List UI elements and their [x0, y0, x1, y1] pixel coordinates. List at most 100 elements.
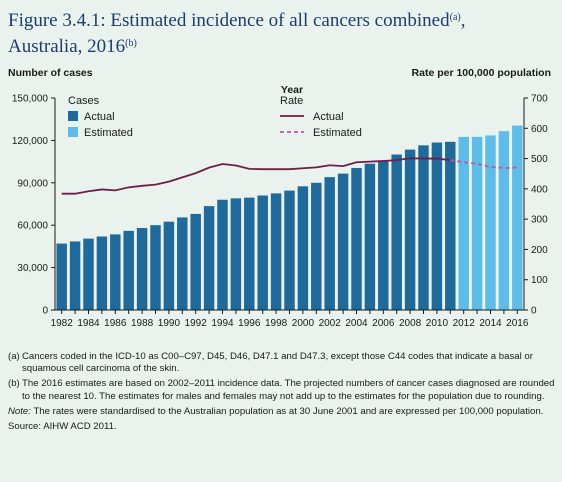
note-text: The rates were standardised to the Austr… — [33, 405, 544, 417]
bar-1983 — [69, 241, 81, 310]
y-right-tick-label: 300 — [531, 215, 548, 226]
x-tick-label: 1986 — [104, 318, 127, 329]
bar-2010 — [431, 142, 443, 310]
footnote-b-label: (b) — [8, 378, 20, 390]
y-left-tick-label: 0 — [42, 306, 48, 317]
y-right-axis-title: Rate per 100,000 population — [412, 67, 551, 79]
axes: 0 30,000 60,000 90,000 120,000 150,000 0 100 200… — [12, 94, 548, 330]
axis-labels: Number of cases Rate per 100,000 populati… — [8, 67, 551, 96]
bar-2005 — [364, 163, 376, 310]
legend-cases-title: Cases — [68, 95, 100, 107]
footnotes: (a) Cancers coded in the ICD-10 as C00–C… — [8, 351, 556, 436]
x-tick-label: 2016 — [506, 318, 529, 329]
bar-2015 — [498, 131, 510, 310]
footnote-a-label: (a) — [8, 351, 20, 362]
y-right-tick-label: 200 — [531, 245, 548, 256]
bar-2009 — [418, 145, 429, 310]
bar-2011 — [445, 141, 456, 310]
bar-2014 — [485, 135, 496, 310]
figure-title-line2: Australia, 2016 — [8, 36, 126, 57]
rate-line-estimated — [450, 159, 518, 169]
rate-line-actual — [61, 157, 451, 195]
y-right-tick-label: 0 — [531, 306, 537, 317]
y-left-tick-label: 90,000 — [17, 178, 48, 189]
figure-title-sup-b: (b) — [125, 38, 137, 49]
x-tick-label: 1992 — [185, 318, 208, 329]
bar-1982 — [56, 243, 67, 310]
footnote-a: (a) Cancers coded in the ICD-10 as C00–C… — [8, 351, 556, 375]
footnote-b: (b) The 2016 estimates are based on 2002… — [8, 378, 556, 402]
y-left-axis-title: Number of cases — [8, 67, 93, 79]
footnote-a-text: Cancers coded in the ICD-10 as C00–C97, … — [22, 351, 533, 375]
bar-2002 — [324, 177, 335, 310]
cancer-incidence-chart: 0 30,000 60,000 90,000 120,000 150,000 0 100 200… — [8, 67, 551, 330]
x-tick-label: 2006 — [372, 318, 395, 329]
bar-2008 — [404, 149, 416, 310]
y-right-tick-label: 700 — [531, 94, 548, 105]
x-tick-label: 2014 — [479, 318, 502, 329]
figure-title-sup-a: (a) — [449, 12, 461, 23]
bar-1988 — [136, 228, 148, 310]
x-axis-title: Year — [281, 84, 303, 96]
y-right-tick-label: 500 — [531, 154, 548, 165]
y-right-tick-label: 600 — [531, 124, 548, 135]
legend-rate-estimated-label: Estimated — [313, 127, 362, 139]
x-tick-label: 1982 — [51, 318, 74, 329]
figure-title: Figure 3.4.1: Estimated incidence of all… — [8, 10, 466, 57]
x-tick-label: 1994 — [211, 318, 234, 329]
bar-2012 — [458, 136, 469, 310]
x-tick-label: 2004 — [345, 318, 368, 329]
x-tick-label: 1984 — [77, 318, 100, 329]
x-tick-label: 1990 — [158, 318, 181, 329]
legend-cases-estimated-swatch — [68, 127, 78, 137]
bar-1999 — [284, 190, 295, 310]
legend-rate-actual-label: Actual — [313, 111, 344, 123]
note-label: Note: — [8, 405, 31, 417]
bar-2006 — [378, 160, 389, 310]
x-tick-label: 2010 — [426, 318, 449, 329]
bar-1994 — [217, 199, 228, 310]
bar-1995 — [230, 198, 242, 310]
bar-2000 — [297, 186, 309, 310]
bar-2001 — [311, 182, 322, 310]
x-tick-label: 2000 — [292, 318, 315, 329]
bar-2016 — [512, 125, 523, 310]
x-tick-label: 2008 — [399, 318, 422, 329]
legend: Cases Actual Estimated Rate Actual Estimated — [68, 95, 362, 139]
bars — [56, 125, 523, 310]
x-tick-label: 2002 — [319, 318, 342, 329]
note-line: Note: The rates were standardised to the… — [8, 406, 556, 418]
bar-1992 — [190, 213, 201, 310]
bar-1986 — [110, 234, 121, 310]
bar-2004 — [351, 167, 362, 310]
bar-1997 — [257, 195, 268, 310]
bar-1985 — [96, 236, 108, 310]
rate-lines — [61, 157, 518, 195]
y-left-tick-label: 120,000 — [12, 136, 49, 147]
y-left-tick-label: 150,000 — [12, 94, 49, 105]
x-tick-label: 1998 — [265, 318, 288, 329]
bar-1993 — [203, 206, 215, 310]
y-right-tick-label: 400 — [531, 184, 548, 195]
y-left-tick-label: 30,000 — [17, 263, 48, 274]
figure-title-main: Figure 3.4.1: Estimated incidence of all… — [8, 10, 450, 31]
source-line: Source: AIHW ACD 2011. — [8, 421, 117, 433]
x-tick-label: 2012 — [453, 318, 476, 329]
x-tick-label: 1996 — [238, 318, 261, 329]
y-right-tick-label: 100 — [531, 275, 548, 286]
bar-1998 — [270, 193, 282, 310]
y-left-tick-label: 60,000 — [17, 221, 48, 232]
bar-1989 — [150, 225, 161, 310]
bar-1996 — [244, 197, 255, 310]
bar-2013 — [471, 136, 483, 310]
bar-2007 — [391, 154, 402, 310]
legend-cases-actual-swatch — [68, 111, 78, 121]
bar-2003 — [337, 173, 349, 310]
legend-rate-title: Rate — [280, 95, 303, 107]
bar-1987 — [123, 230, 134, 310]
legend-cases-actual-label: Actual — [84, 111, 115, 123]
footnote-b-text: The 2016 estimates are based on 2002–201… — [22, 378, 555, 402]
bar-1990 — [163, 221, 175, 310]
legend-cases-estimated-label: Estimated — [84, 127, 133, 139]
bar-1984 — [83, 238, 94, 310]
